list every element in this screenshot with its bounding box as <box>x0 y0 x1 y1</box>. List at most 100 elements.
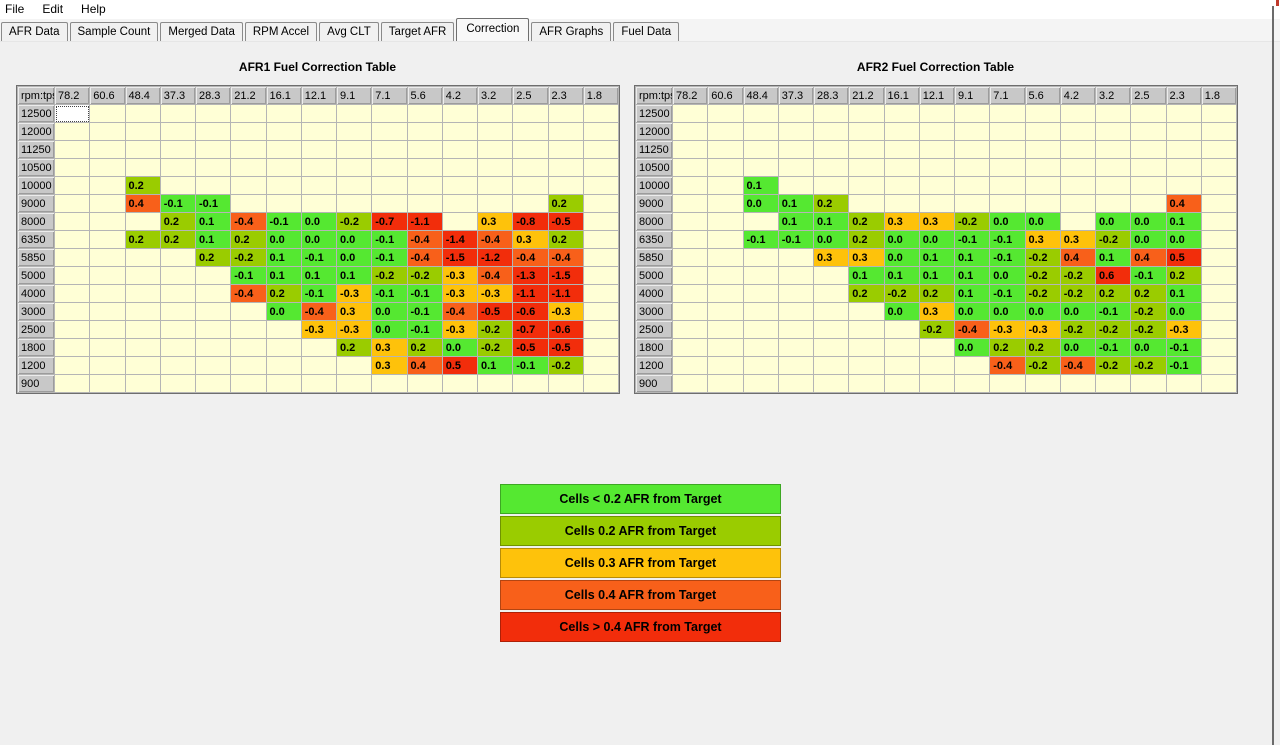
grid-cell[interactable] <box>989 176 1026 195</box>
grid-cell[interactable]: -0.2 <box>1130 302 1167 321</box>
grid-cell[interactable] <box>53 230 91 249</box>
grid-cell[interactable] <box>582 284 620 303</box>
tab-afr-graphs[interactable]: AFR Graphs <box>531 22 612 41</box>
grid-cell[interactable]: -0.3 <box>300 320 338 339</box>
grid-cell[interactable] <box>777 122 815 141</box>
grid-cell[interactable] <box>707 140 744 159</box>
grid-cell[interactable] <box>194 140 232 159</box>
menu-item-help[interactable]: Help <box>81 2 106 16</box>
grid-cell[interactable] <box>371 158 408 177</box>
grid-cell[interactable] <box>582 122 620 141</box>
grid-cell[interactable] <box>300 356 338 375</box>
grid-cell[interactable]: -0.8 <box>512 212 549 231</box>
grid-cell[interactable] <box>707 338 744 357</box>
grid-cell[interactable] <box>300 176 338 195</box>
grid-cell[interactable] <box>953 104 991 123</box>
grid-cell[interactable] <box>441 374 479 393</box>
grid-cell[interactable]: -0.2 <box>1024 266 1061 285</box>
grid-cell[interactable]: 0.1 <box>883 266 920 285</box>
grid-cell[interactable] <box>476 104 514 123</box>
grid-cell[interactable] <box>848 194 885 213</box>
grid-cell[interactable] <box>848 320 885 339</box>
grid-cell[interactable] <box>124 356 161 375</box>
grid-cell[interactable]: 0.3 <box>371 338 408 357</box>
grid-cell[interactable] <box>512 122 549 141</box>
grid-cell[interactable] <box>671 302 709 321</box>
grid-cell[interactable] <box>230 104 267 123</box>
grid-cell[interactable] <box>742 158 779 177</box>
grid-cell[interactable]: 0.2 <box>547 230 584 249</box>
grid-cell[interactable] <box>918 194 956 213</box>
grid-cell[interactable] <box>1059 176 1097 195</box>
grid-cell[interactable] <box>89 194 126 213</box>
grid-cell[interactable] <box>512 158 549 177</box>
grid-cell[interactable]: 0.2 <box>848 230 885 249</box>
grid-cell[interactable]: -0.1 <box>777 230 815 249</box>
tab-target-afr[interactable]: Target AFR <box>380 22 455 41</box>
grid-cell[interactable] <box>53 194 91 213</box>
grid-cell[interactable] <box>512 374 549 393</box>
grid-cell[interactable] <box>777 356 815 375</box>
grid-cell[interactable]: 0.0 <box>265 230 302 249</box>
grid-cell[interactable]: -0.3 <box>1024 320 1061 339</box>
grid-cell[interactable]: 0.0 <box>989 302 1026 321</box>
grid-cell[interactable] <box>300 122 338 141</box>
grid-cell[interactable] <box>1200 356 1238 375</box>
tab-sample-count[interactable]: Sample Count <box>69 22 159 41</box>
tab-correction[interactable]: Correction <box>456 18 530 41</box>
grid-cell[interactable] <box>812 104 850 123</box>
grid-cell[interactable]: 0.3 <box>848 248 885 267</box>
grid-cell[interactable] <box>671 284 709 303</box>
grid-cell[interactable]: 0.0 <box>1094 212 1132 231</box>
grid-cell[interactable] <box>989 140 1026 159</box>
grid-cell[interactable] <box>406 122 443 141</box>
grid-cell[interactable] <box>335 194 373 213</box>
grid-cell[interactable]: 0.1 <box>777 194 815 213</box>
grid-cell[interactable]: 0.0 <box>1130 230 1167 249</box>
grid-cell[interactable] <box>89 266 126 285</box>
grid-cell[interactable] <box>512 194 549 213</box>
grid-cell[interactable]: 0.0 <box>441 338 479 357</box>
grid-cell[interactable] <box>124 338 161 357</box>
grid-cell[interactable]: -0.3 <box>441 284 479 303</box>
grid-cell[interactable] <box>777 158 815 177</box>
grid-cell[interactable] <box>777 302 815 321</box>
grid-cell[interactable] <box>671 356 709 375</box>
grid-cell[interactable]: 0.0 <box>883 230 920 249</box>
grid-cell[interactable]: 0.0 <box>335 230 373 249</box>
grid-cell[interactable] <box>671 338 709 357</box>
grid-cell[interactable] <box>883 374 920 393</box>
grid-cell[interactable] <box>194 122 232 141</box>
grid-cell[interactable] <box>812 266 850 285</box>
grid-cell[interactable] <box>989 104 1026 123</box>
grid-cell[interactable]: -0.2 <box>335 212 373 231</box>
grid-cell[interactable] <box>159 356 197 375</box>
grid-cell[interactable] <box>742 284 779 303</box>
grid-cell[interactable] <box>953 194 991 213</box>
grid-cell[interactable] <box>265 176 302 195</box>
grid-cell[interactable] <box>1024 176 1061 195</box>
grid-cell[interactable] <box>441 212 479 231</box>
grid-cell[interactable]: -0.1 <box>406 302 443 321</box>
grid-cell[interactable] <box>671 230 709 249</box>
grid-cell[interactable] <box>335 176 373 195</box>
grid-cell[interactable] <box>777 338 815 357</box>
grid-cell[interactable] <box>89 284 126 303</box>
grid-cell[interactable]: -0.6 <box>512 302 549 321</box>
grid-cell[interactable]: -0.7 <box>512 320 549 339</box>
grid-cell[interactable] <box>582 320 620 339</box>
grid-cell[interactable]: -0.2 <box>918 320 956 339</box>
grid-cell[interactable] <box>671 140 709 159</box>
grid-cell[interactable] <box>230 194 267 213</box>
grid-cell[interactable]: -0.2 <box>476 338 514 357</box>
grid-cell[interactable] <box>53 302 91 321</box>
grid-cell[interactable] <box>582 176 620 195</box>
grid-cell[interactable]: 0.2 <box>159 230 197 249</box>
grid-cell[interactable]: 0.2 <box>406 338 443 357</box>
grid-cell[interactable]: -0.1 <box>300 284 338 303</box>
grid-cell[interactable]: 0.2 <box>848 284 885 303</box>
grid-cell[interactable] <box>582 248 620 267</box>
grid-cell[interactable] <box>671 320 709 339</box>
grid-cell[interactable] <box>1130 122 1167 141</box>
grid-cell[interactable]: 0.1 <box>918 266 956 285</box>
